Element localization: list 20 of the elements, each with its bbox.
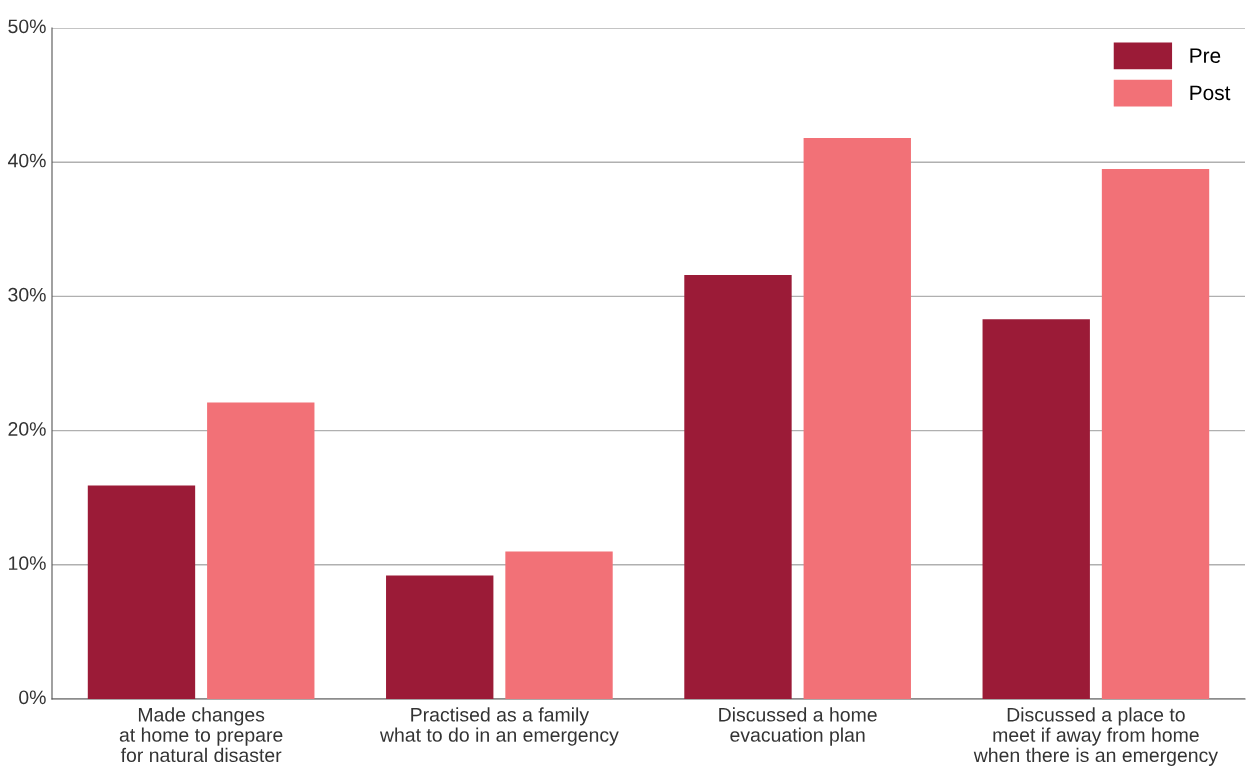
bar: [87, 485, 196, 699]
y-tick-label: 30%: [8, 287, 46, 302]
x-tick-label: Discussed a place to meet if away from home when there is an emergency: [973, 707, 1218, 766]
x-tick-label: Discussed a home evacuation plan: [719, 707, 877, 746]
bar: [1101, 168, 1210, 699]
y-tick-label: 50%: [8, 19, 46, 34]
y-tick-label: 20%: [8, 422, 46, 436]
bar: [505, 551, 613, 699]
bar: [386, 575, 494, 699]
bar: [982, 319, 1090, 699]
legend-label: Post: [1190, 85, 1231, 101]
bar: [803, 138, 911, 699]
y-tick-label: 40%: [7, 153, 46, 168]
y-tick-label: 10%: [9, 556, 46, 571]
bar: [684, 274, 792, 699]
x-tick-label: Made changes at home to prepare for natural disaster: [119, 707, 283, 763]
x-tick-label: Practised as a family what to do in an emergency: [379, 707, 619, 746]
legend-label: Pre: [1190, 48, 1221, 63]
y-tick-label: 0%: [19, 690, 46, 705]
bar: [207, 402, 315, 699]
